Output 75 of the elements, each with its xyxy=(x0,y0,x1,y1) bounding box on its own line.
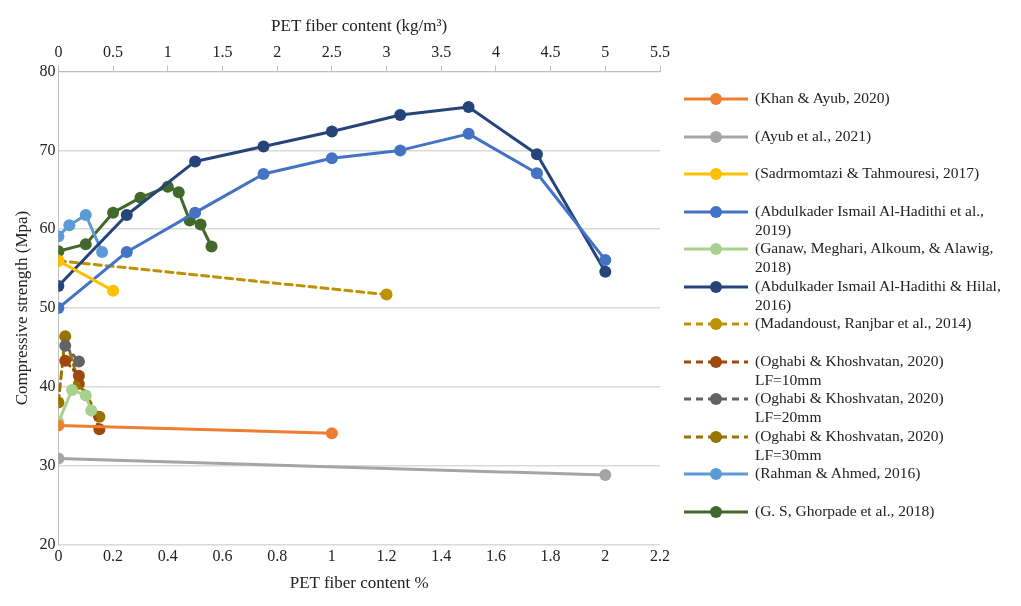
point xyxy=(462,127,475,140)
y-tick-label: 30 xyxy=(39,455,56,473)
x2-tick-label: 5 xyxy=(601,43,610,61)
x2-tick-label: 4 xyxy=(491,43,500,61)
point xyxy=(63,219,76,232)
legend-label: (Oghabi & Khoshvatan, 2020) LF=30mm xyxy=(755,425,945,464)
y-axis-title: Compressive strength (Mpa) xyxy=(11,210,31,406)
point xyxy=(325,152,338,165)
legend-label: (Oghabi & Khoshvatan, 2020) LF=20mm xyxy=(755,388,945,426)
legend-label: (Oghabi & Khoshvatan, 2020) LF=10mm xyxy=(755,350,945,389)
legend-label: (Khan & Ayub, 2020) xyxy=(755,88,890,107)
y-tick-label: 40 xyxy=(39,377,56,394)
legend-label: (Sadrmomtazi & Tahmouresi, 2017) xyxy=(755,163,980,182)
x-tick-label: 1.6 xyxy=(485,547,506,565)
x-tick-label: 0.2 xyxy=(103,547,124,565)
point xyxy=(79,238,92,251)
y-tick-label: 50 xyxy=(39,298,56,316)
point xyxy=(59,354,72,367)
point xyxy=(107,206,120,219)
point xyxy=(120,209,133,222)
point xyxy=(120,246,133,259)
legend-label: (Ganaw, Meghari, Alkoum, & Alawig, 2018) xyxy=(755,238,995,276)
x-tick-label: 2 xyxy=(601,547,610,565)
legend-label: (Abdulkader Ismail Al-Hadithi & Hilal, 2016) xyxy=(755,275,1002,314)
x2-tick-label: 0 xyxy=(54,43,63,61)
point xyxy=(72,355,85,368)
x-tick-label: 2.2 xyxy=(650,547,670,565)
legend-label: (Ayub et al., 2021) xyxy=(755,125,872,145)
x2-tick-label: 3.5 xyxy=(431,43,452,61)
legend-label: (G. S, Ghorpade et al., 2018) xyxy=(755,500,935,520)
point xyxy=(72,369,85,382)
point xyxy=(172,186,185,199)
x2-tick-label: 2.5 xyxy=(321,43,342,61)
x2-axis-title: PET fiber content (kg/m³) xyxy=(271,15,448,35)
x2-tick-label: 0.5 xyxy=(103,43,124,61)
point xyxy=(79,209,92,222)
x-tick-label: 1.4 xyxy=(431,547,452,565)
point xyxy=(189,155,202,168)
point xyxy=(189,206,202,219)
x2-tick-label: 5.5 xyxy=(650,43,670,61)
x-axis-title: PET fiber content % xyxy=(289,573,429,593)
point xyxy=(462,101,475,114)
x-tick-label: 1.2 xyxy=(376,547,397,565)
x-tick-label: 1.8 xyxy=(540,547,561,565)
point xyxy=(205,240,218,253)
x2-tick-label: 1.5 xyxy=(212,43,233,61)
x2-tick-label: 4.5 xyxy=(540,43,561,61)
legend-label: (Abdulkader Ismail Al-Hadithi et al., 2019) xyxy=(755,200,985,239)
x-tick-label: 0.6 xyxy=(212,547,233,565)
point xyxy=(530,148,543,161)
y-tick-label: 60 xyxy=(39,219,56,237)
point xyxy=(380,288,393,301)
point xyxy=(59,339,72,352)
x-tick-label: 1 xyxy=(327,547,336,565)
point xyxy=(257,168,270,181)
y-tick-label: 20 xyxy=(39,534,56,552)
x2-tick-label: 3 xyxy=(382,43,391,61)
point xyxy=(599,265,612,278)
x-tick-label: 0.8 xyxy=(267,547,288,565)
x2-tick-label: 1 xyxy=(163,43,172,61)
point xyxy=(394,144,407,157)
point xyxy=(257,140,270,153)
legend-label: (Madandoust, Ranjbar et al., 2014) xyxy=(755,313,972,332)
point xyxy=(530,167,543,180)
point xyxy=(599,253,612,266)
x2-tick-label: 2 xyxy=(273,43,282,61)
x-tick-label: 0 xyxy=(54,547,63,565)
point xyxy=(394,108,407,121)
y-tick-label: 70 xyxy=(39,140,56,158)
x-tick-label: 0.4 xyxy=(157,547,178,565)
point xyxy=(325,125,338,138)
y-tick-label: 80 xyxy=(39,61,56,79)
legend-label: (Rahman & Ahmed, 2016) xyxy=(755,463,921,482)
point xyxy=(96,246,109,259)
point xyxy=(194,218,207,231)
